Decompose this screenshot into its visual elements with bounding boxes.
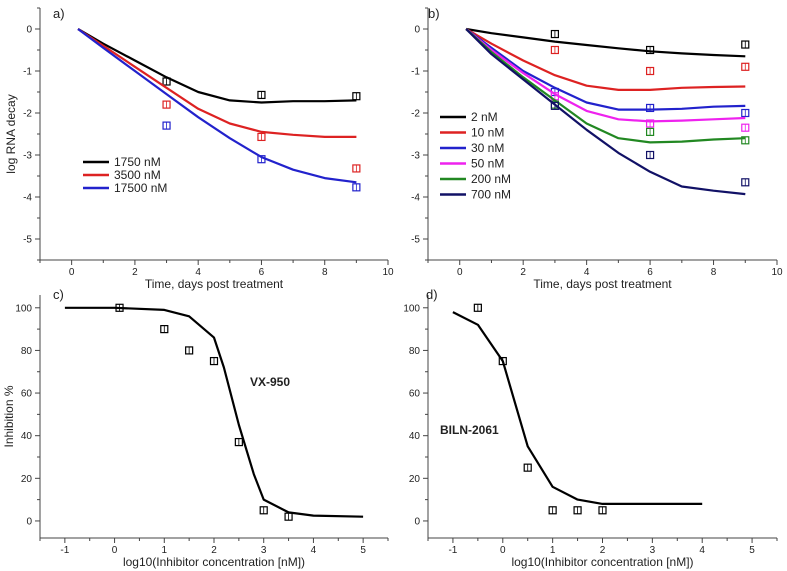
x-tick-label: 4 — [699, 545, 705, 556]
y-tick-label: 100 — [403, 303, 420, 314]
x-tick-label: 2 — [211, 545, 217, 556]
series-line — [465, 28, 746, 92]
legend-label: 50 nM — [471, 157, 504, 171]
x-tick-label: 4 — [311, 545, 317, 556]
panel-a: 0 2 4 6 8 10 -5 -4 -3 -2 -1 0 Time, days post treatm… — [4, 6, 394, 291]
x-tick-label: 2 — [600, 545, 606, 556]
legend-label: 30 nM — [471, 141, 504, 155]
y-tick-label: 40 — [21, 431, 33, 442]
y-tick-label: -1 — [411, 67, 420, 78]
legend-label: 1750 nM — [114, 155, 161, 169]
y-tick-label: 0 — [26, 25, 32, 36]
x-tick-label: 6 — [259, 267, 265, 278]
y-tick-label: 60 — [409, 389, 421, 400]
y-tick-label: -2 — [411, 109, 420, 120]
y-tick-label: 0 — [414, 25, 420, 36]
x-tick-label: 5 — [360, 545, 366, 556]
x-tick-label: 8 — [711, 267, 717, 278]
x-axis-label: log10(Inhibitor concentration [nM]) — [511, 555, 693, 569]
y-tick-label: 60 — [21, 389, 33, 400]
series-line — [465, 28, 746, 196]
y-tick-label: -4 — [23, 193, 32, 204]
y-axis-label: log RNA decay — [4, 94, 18, 173]
legend-label: 17500 nM — [114, 181, 167, 195]
y-tick-label: 80 — [21, 346, 33, 357]
panel-c: -1 0 1 2 3 4 5 0 20 40 60 80 100 log10(Inhibitor conc… — [2, 287, 389, 569]
x-tick-label: 8 — [322, 267, 328, 278]
x-axis-label: log10(Inhibitor concentration [nM]) — [123, 555, 305, 569]
x-tick-label: 0 — [500, 545, 506, 556]
legend-label: 10 nM — [471, 126, 504, 140]
y-tick-label: 20 — [409, 474, 421, 485]
x-tick-label: 1 — [162, 545, 168, 556]
y-tick-label: 0 — [26, 516, 32, 527]
y-tick-label: 20 — [21, 474, 33, 485]
x-tick-label: 0 — [457, 267, 463, 278]
y-tick-label: -4 — [411, 193, 420, 204]
y-tick-label: 0 — [414, 516, 420, 527]
x-tick-label: 1 — [550, 545, 556, 556]
x-axis-label: Time, days post treatment — [533, 277, 672, 291]
series-line — [465, 28, 746, 111]
compound-annotation: BILN-2061 — [440, 423, 499, 437]
x-tick-label: 3 — [261, 545, 267, 556]
x-tick-label: 3 — [650, 545, 656, 556]
y-tick-label: -3 — [23, 151, 32, 162]
series-line — [77, 28, 357, 104]
x-tick-label: 4 — [195, 267, 201, 278]
legend-label: 700 nM — [471, 188, 511, 202]
panel-label: d) — [426, 287, 438, 302]
legend-label: 2 nM — [471, 110, 498, 124]
panel-d: -1 0 1 2 3 4 5 0 20 40 60 80 100 log10(Inhibitor conc… — [403, 287, 778, 569]
compound-annotation: VX-950 — [250, 375, 290, 389]
y-tick-label: -5 — [411, 235, 420, 246]
y-tick-label: -2 — [23, 109, 32, 120]
y-tick-label: 40 — [409, 431, 421, 442]
series-line — [452, 311, 703, 505]
series-line — [77, 28, 357, 138]
x-tick-label: 2 — [132, 267, 138, 278]
x-tick-label: 10 — [382, 267, 394, 278]
y-tick-label: -3 — [411, 151, 420, 162]
x-tick-label: 2 — [520, 267, 526, 278]
x-axis-label: Time, days post treatment — [145, 277, 284, 291]
panel-label: c) — [53, 287, 64, 302]
x-tick-label: 0 — [112, 545, 118, 556]
x-tick-label: 6 — [647, 267, 653, 278]
panel-label: a) — [53, 6, 65, 21]
x-tick-label: 4 — [584, 267, 590, 278]
series-line — [465, 28, 746, 123]
y-tick-label: 80 — [409, 346, 421, 357]
legend-label: 3500 nM — [114, 168, 161, 182]
panel-b: 0 2 4 6 8 10 -5 -4 -3 -2 -1 0 Time, days post treatm… — [411, 6, 783, 291]
x-tick-label: -1 — [60, 545, 69, 556]
x-tick-label: 0 — [69, 267, 75, 278]
x-tick-label: 10 — [771, 267, 783, 278]
x-tick-label: 5 — [749, 545, 755, 556]
y-tick-label: -5 — [23, 235, 32, 246]
panel-label: b) — [428, 6, 440, 21]
legend-label: 200 nM — [471, 172, 511, 186]
series-line — [77, 28, 357, 184]
y-axis-label: Inhibition % — [2, 385, 16, 447]
y-tick-label: 100 — [15, 303, 32, 314]
series-line — [465, 27, 746, 58]
series-line — [465, 28, 746, 144]
y-tick-label: -1 — [23, 67, 32, 78]
series-line — [64, 306, 364, 518]
x-tick-label: -1 — [448, 545, 457, 556]
